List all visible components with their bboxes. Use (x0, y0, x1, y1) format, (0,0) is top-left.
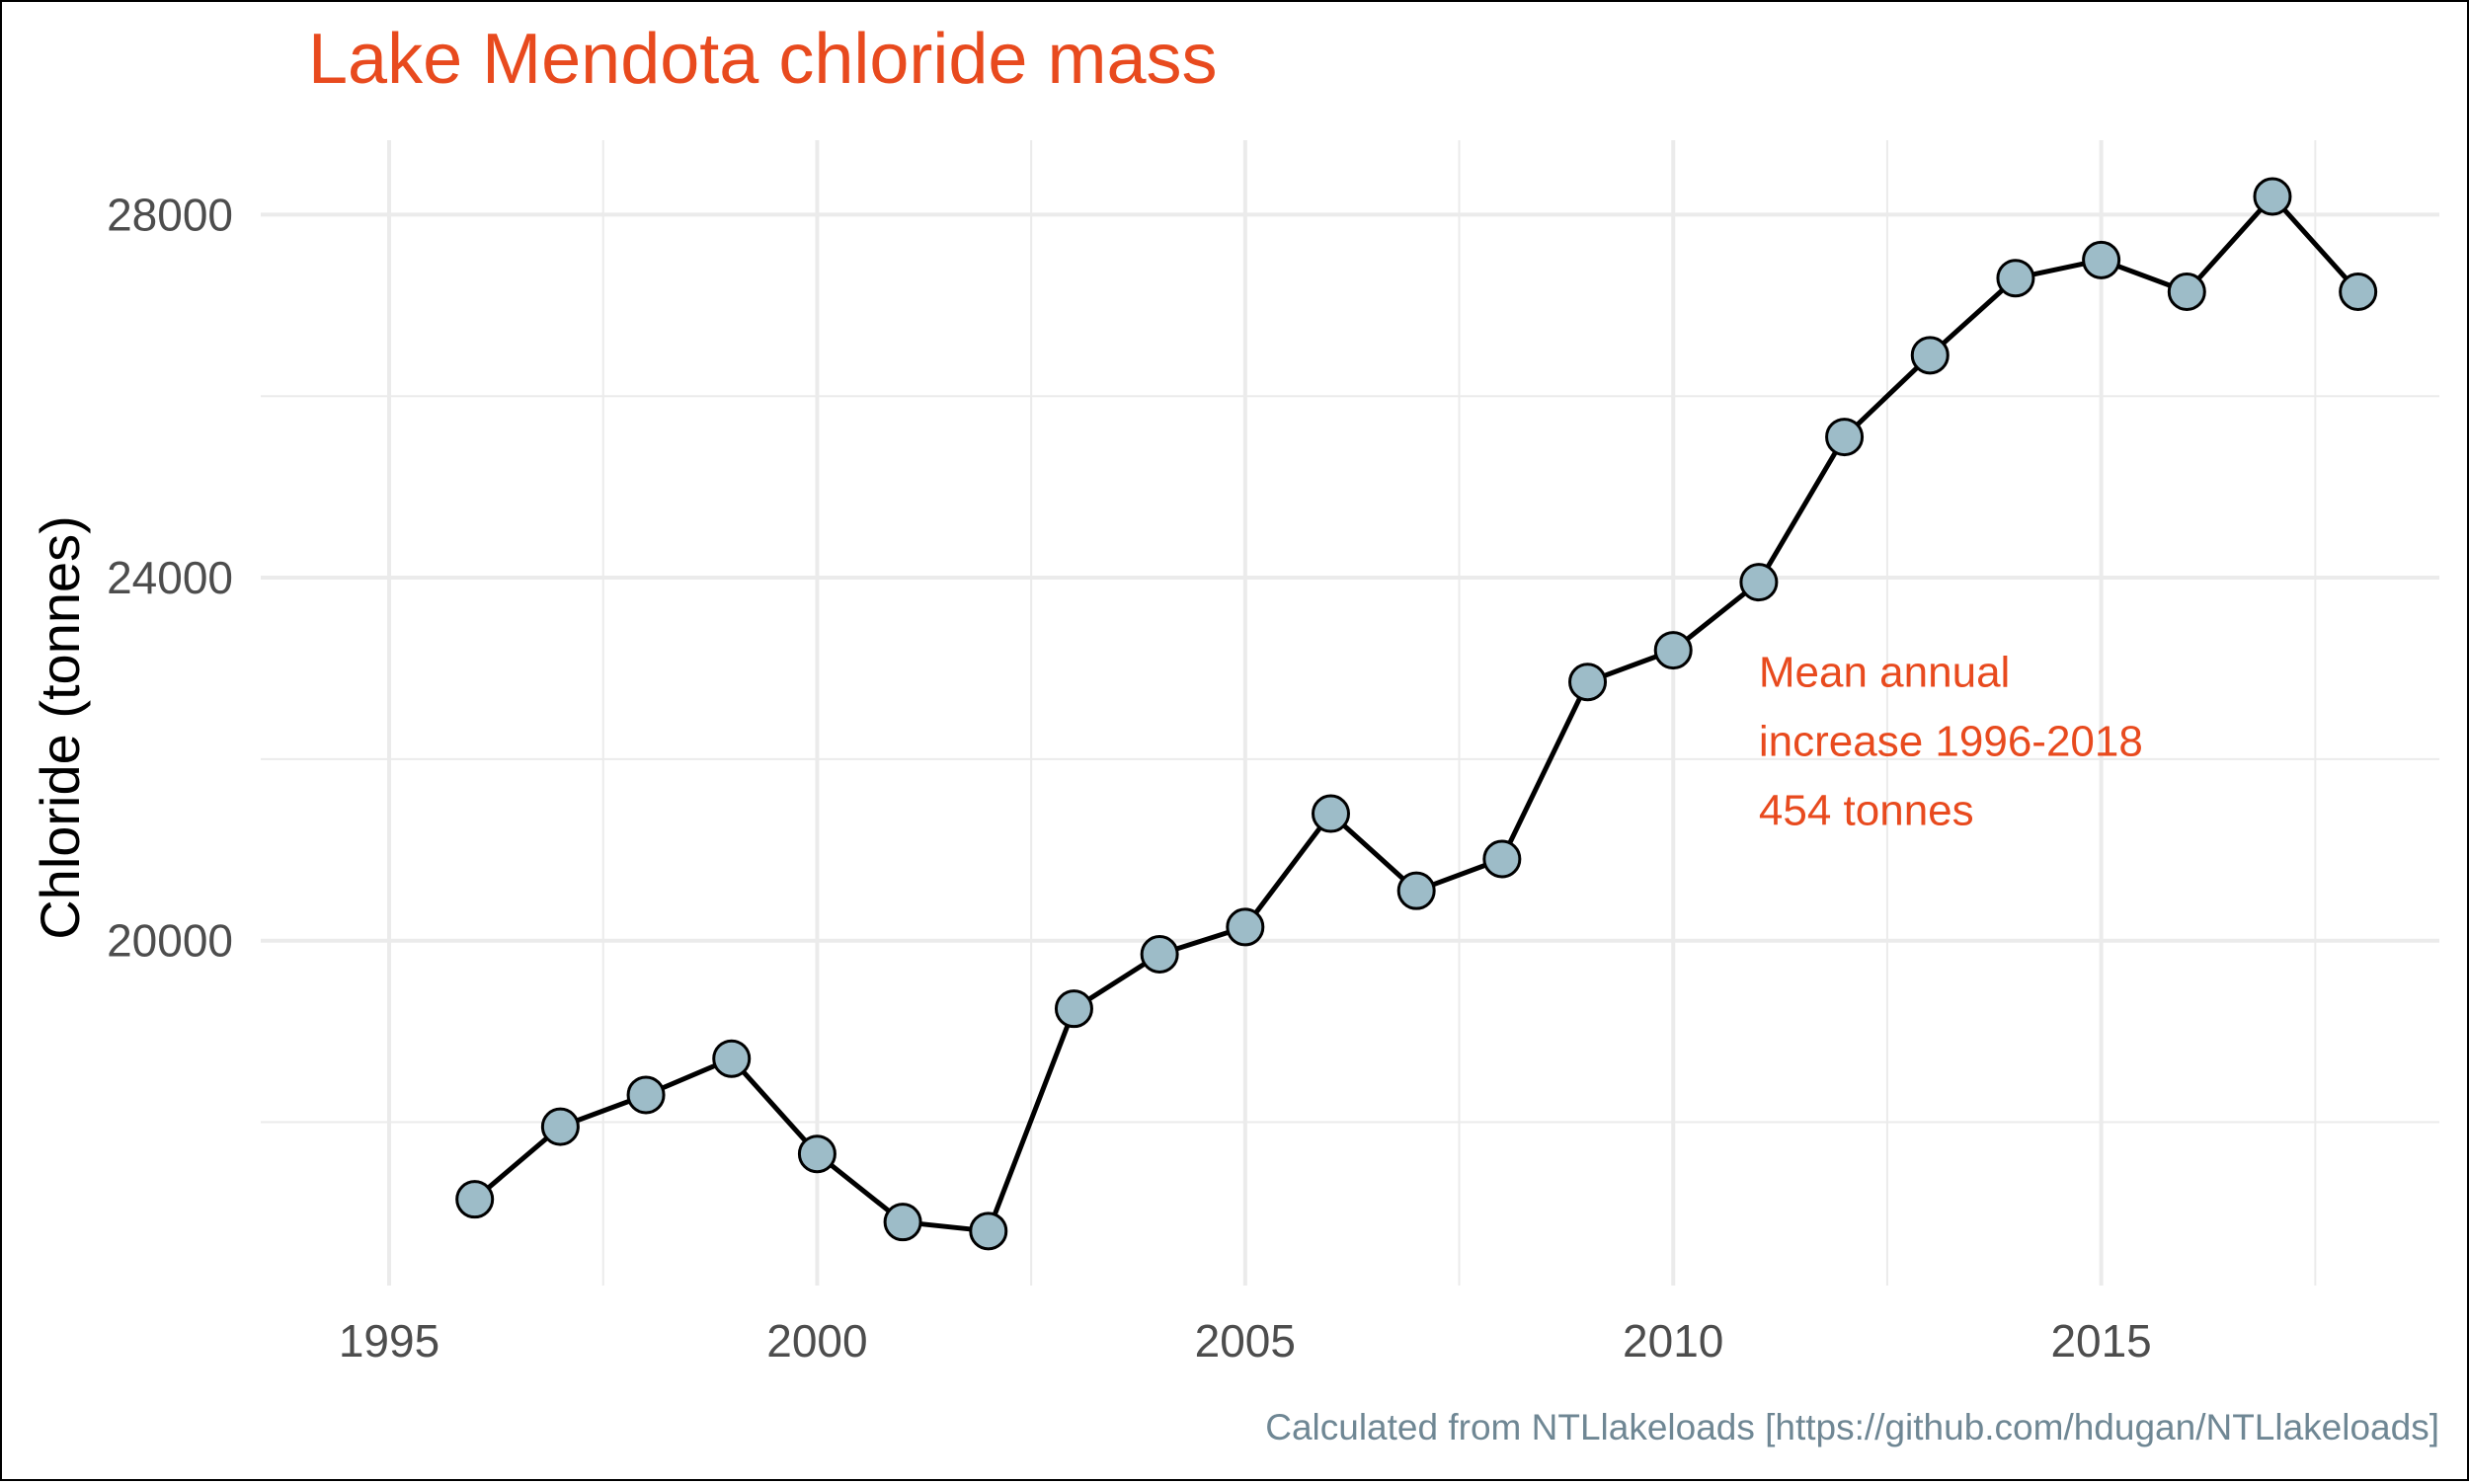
data-point (1568, 663, 1608, 702)
data-point (2167, 273, 2206, 312)
data-point (1396, 871, 1436, 910)
data-point (2253, 177, 2292, 216)
y-tick-label: 28000 (107, 189, 233, 240)
annotation-line: Mean annual (1759, 648, 2010, 696)
chart-title: Lake Mendota chloride mass (308, 20, 1218, 99)
data-point (969, 1211, 1008, 1251)
data-point (1311, 794, 1350, 833)
annotation-line: increase 1996-2018 (1759, 717, 2143, 765)
data-point (1996, 259, 2035, 298)
data-point (1653, 631, 1693, 670)
data-point (626, 1075, 666, 1115)
data-point (1910, 336, 1950, 375)
x-tick-label: 2010 (1623, 1315, 1723, 1367)
x-tick-label: 2005 (1195, 1315, 1296, 1367)
data-point (2339, 273, 2378, 312)
data-point (1739, 563, 1779, 602)
y-axis-label: Chloride (tonnes) (29, 515, 91, 940)
series-line (473, 194, 2360, 1234)
data-point (712, 1039, 752, 1078)
y-tick-label: 20000 (107, 915, 233, 967)
data-point (883, 1203, 922, 1242)
caption: Calculated from NTLlakeloads [https://gi… (1265, 1407, 2439, 1447)
y-tick-labels: 20000 24000 28000 (107, 189, 233, 966)
x-tick-label: 2015 (2050, 1315, 2151, 1367)
data-point (540, 1107, 580, 1146)
data-point (1825, 418, 1865, 457)
grid-lines (261, 140, 2439, 1286)
data-point (455, 1180, 495, 1219)
x-tick-label: 1995 (339, 1315, 439, 1367)
data-point (2082, 240, 2121, 279)
annotation-line: 454 tonnes (1759, 786, 1974, 834)
data-point (1226, 907, 1265, 947)
data-point (1482, 839, 1522, 879)
annotation: Mean annual increase 1996-2018 454 tonnes (1759, 648, 2143, 834)
y-tick-label: 24000 (107, 552, 233, 603)
x-tick-label: 2000 (766, 1315, 867, 1367)
x-tick-labels: 1995 2000 2005 2010 2015 (339, 1315, 2152, 1367)
chloride-series (455, 177, 2378, 1251)
data-point (1054, 989, 1093, 1029)
data-point (1140, 935, 1179, 975)
data-point (797, 1134, 836, 1174)
